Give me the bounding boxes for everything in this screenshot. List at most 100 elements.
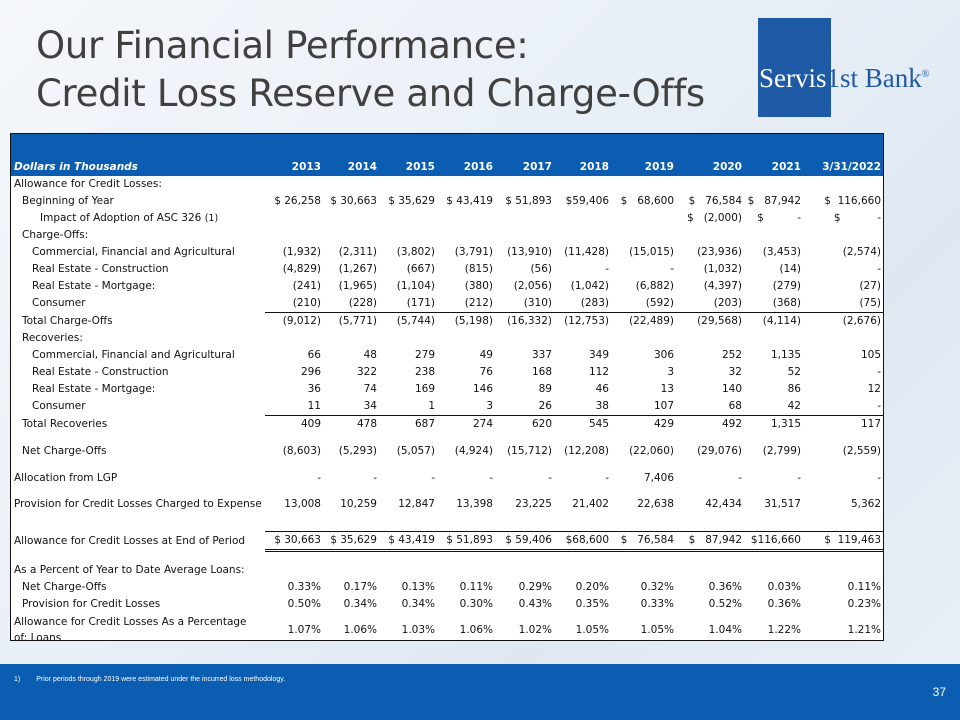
table-cell: (279) [772,280,801,292]
table-cell: 11 [265,398,323,416]
table-cell: (1,032) [703,263,742,275]
table-cell: 10,259 [340,498,377,510]
row-label: Real Estate - Construction [11,261,265,278]
table-cell: (13,910) [507,246,552,258]
table-cell: (283) [554,295,611,313]
table-cell: 23,225 [515,498,552,510]
table-cell [554,210,611,227]
table-cell: 169 [414,383,435,395]
table-cell: 545 [554,415,611,433]
table-cell: (203) [676,295,744,313]
row-label: Recoveries: [11,330,265,347]
table-cell [744,330,803,347]
row-label: Total Recoveries [11,416,265,434]
header-year: 2013 [265,134,323,176]
table-row: Commercial, Financial and Agricultural 66… [11,347,883,364]
table-row: Allocation from LGP - - - - - - 7,406 - - - [11,470,883,487]
table-cell: 1 [379,398,437,416]
table-cell: $59,406 [565,195,609,207]
table-cell [323,330,379,347]
table-cell: 429 [611,415,676,433]
row-label: Beginning of Year [11,193,265,210]
table-cell: (56) [530,263,552,275]
table-cell [744,562,803,579]
table-cell: (9,012) [265,312,323,330]
header-year: 2018 [554,134,611,176]
table-cell: - [797,472,801,484]
table-cell: 1.04% [708,624,742,636]
table-cell: - [877,366,881,378]
table-cell: 13,398 [456,498,493,510]
table-cell [379,176,437,193]
spacer-cell [11,433,883,443]
row-label-text: Total Recoveries [22,417,108,430]
table-cell: $ - [757,212,801,224]
table-cell: 0.33% [640,598,674,610]
table-cell [803,227,883,244]
table-cell: $ 116,660 [824,195,881,207]
table-cell: 1.22% [767,624,801,636]
table-cell: 112 [588,366,609,378]
table-cell: 1,135 [770,349,801,361]
table-cell [611,210,676,227]
row-label: Total Charge-Offs [11,313,265,331]
table-cell [744,176,803,193]
header-year: 2015 [379,134,437,176]
row-label: Impact of Adoption of ASC 326 (1) [11,210,265,227]
table-row: Provision for Credit Losses 0.50% 0.34% 0.3… [11,596,883,613]
table-cell: (5,198) [437,312,495,330]
header-year: 2020 [676,134,744,176]
table-cell: (8,603) [282,445,321,457]
table-cell: (3,802) [396,246,435,258]
table-cell: 238 [414,366,435,378]
header-year: 2014 [323,134,379,176]
table-cell: (1,042) [570,280,609,292]
table-cell: (380) [464,280,493,292]
table-cell: (11,428) [564,246,609,258]
row-label-text: Real Estate - Mortgage: [32,383,156,395]
table-cell: 0.36% [767,598,801,610]
table-cell: 1.06% [459,624,493,636]
logo-part-2: 1st Bank [826,63,922,93]
table-cell: 296 [300,366,321,378]
table-cell: 76 [479,366,493,378]
table-cell: - [803,398,883,416]
table-cell: (27) [859,280,881,292]
table-cell: 49 [479,349,493,361]
table-cell: $ 43,419 [446,195,493,207]
table-cell: (667) [406,263,435,275]
table-cell: 66 [307,349,321,361]
table-cell [265,330,323,347]
table-cell [437,562,495,579]
table-cell: $ 87,942 [747,195,801,207]
row-label-text: Consumer [32,400,86,413]
row-label-text: Real Estate - Construction [32,263,169,275]
table-cell: - [670,263,674,275]
table-cell: (1,965) [338,280,377,292]
table-cell: (2,799) [762,445,801,457]
table-cell: 0.29% [518,581,552,593]
table-cell: 349 [588,349,609,361]
logo-registered-mark: ® [921,69,930,80]
table-cell: (4,829) [282,263,321,275]
table-cell: (4,114) [744,312,803,330]
row-label-text: Real Estate - Construction [32,366,169,378]
table-cell: 274 [437,415,495,433]
table-cell: - [548,472,552,484]
table-cell: (2,574) [842,246,881,258]
header-year: 2016 [437,134,495,176]
table-cell: 42,434 [705,498,742,510]
table-cell: 107 [611,398,676,416]
table-cell: (22,060) [629,445,674,457]
table-cell: 48 [363,349,377,361]
table-cell: $ 59,406 [495,531,554,552]
table-row: Recoveries: [11,330,883,347]
row-label: Allowance for Credit Losses at End of Pe… [11,532,265,551]
table-cell [495,330,554,347]
table-cell: - [877,263,881,275]
table-cell: $ (2,000) [687,212,742,224]
row-label-text: Recoveries: [22,332,83,344]
table-cell: (23,936) [697,246,742,258]
table-cell [265,176,323,193]
table-cell: $ 51,893 [437,531,495,552]
